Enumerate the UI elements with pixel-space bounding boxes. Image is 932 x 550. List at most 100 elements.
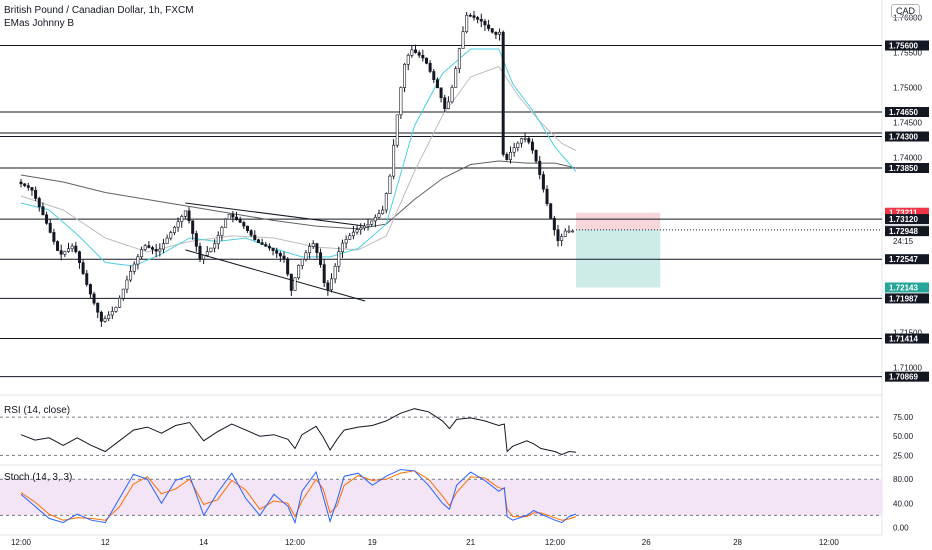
candle-body bbox=[129, 271, 133, 281]
candle-body bbox=[355, 229, 359, 233]
candle-body bbox=[205, 251, 209, 256]
price-tag-label: 1.72143 bbox=[889, 283, 918, 292]
candles-group bbox=[19, 11, 575, 327]
price-tick-label: 1.75000 bbox=[893, 84, 922, 93]
candle-body bbox=[227, 214, 231, 220]
stoch-tick-label: 80.00 bbox=[893, 475, 914, 484]
price-tag-label: 1.70869 bbox=[889, 373, 918, 382]
candle-body bbox=[399, 87, 403, 116]
candle-body bbox=[410, 49, 414, 56]
candle-body bbox=[417, 52, 421, 56]
candle-body bbox=[19, 181, 23, 185]
candle-body bbox=[253, 234, 257, 241]
price-tick-label: 1.71500 bbox=[893, 329, 922, 338]
stoch-d-line bbox=[20, 470, 577, 521]
candle-body bbox=[23, 183, 27, 186]
candle-body bbox=[191, 220, 195, 234]
candle-body bbox=[286, 258, 290, 275]
candle-body bbox=[77, 251, 81, 263]
candle-body bbox=[498, 31, 502, 35]
ema-fast-line bbox=[20, 48, 577, 267]
time-tick-label: 12:00 bbox=[11, 538, 32, 547]
candle-body bbox=[428, 62, 432, 72]
candle-body bbox=[37, 198, 41, 207]
candle-body bbox=[348, 235, 352, 240]
candle-body bbox=[245, 225, 249, 231]
candle-body bbox=[534, 149, 538, 162]
candle-body bbox=[278, 253, 282, 257]
candle-body bbox=[538, 160, 542, 175]
price-tag-box bbox=[885, 282, 929, 293]
candle-body bbox=[308, 246, 312, 254]
rsi-tick-label: 75.00 bbox=[893, 413, 914, 422]
candle-body bbox=[267, 245, 271, 249]
candle-body bbox=[194, 233, 198, 247]
stoch-label: Stoch (14, 3, 3) bbox=[4, 472, 73, 483]
candle-body bbox=[370, 220, 374, 225]
candle-body bbox=[571, 230, 575, 233]
candle-body bbox=[556, 229, 560, 241]
candle-body bbox=[125, 279, 129, 290]
price-tag-label: 1.71414 bbox=[889, 335, 918, 344]
price-tick-label: 1.76000 bbox=[893, 14, 922, 23]
price-tick-label: 1.74500 bbox=[893, 119, 922, 128]
candle-body bbox=[501, 31, 505, 155]
candle-body bbox=[154, 249, 158, 252]
candle-body bbox=[395, 114, 399, 146]
candle-body bbox=[183, 210, 187, 217]
candle-body bbox=[545, 188, 549, 204]
candle-body bbox=[66, 248, 70, 252]
candle-body bbox=[220, 227, 224, 236]
candle-body bbox=[110, 311, 114, 316]
candle-body bbox=[176, 221, 180, 228]
candle-body bbox=[140, 249, 144, 258]
price-tag-label: 1.75600 bbox=[889, 42, 918, 51]
price-tag-box bbox=[885, 131, 929, 142]
candle-body bbox=[92, 293, 96, 304]
candle-body bbox=[300, 258, 304, 266]
price-tag-box bbox=[885, 214, 929, 225]
candle-body bbox=[330, 278, 334, 291]
candle-body bbox=[523, 138, 527, 140]
candle-body bbox=[103, 318, 107, 322]
candle-body bbox=[421, 54, 425, 59]
candle-body bbox=[121, 288, 125, 299]
symbol-title: British Pound / Canadian Dollar, 1h, FXC… bbox=[4, 5, 194, 16]
candle-body bbox=[26, 185, 30, 188]
time-tick-label: 28 bbox=[733, 538, 742, 547]
channel-lower-line bbox=[185, 249, 366, 302]
candle-body bbox=[304, 252, 308, 260]
candle-body bbox=[366, 223, 370, 227]
candle-body bbox=[315, 243, 319, 254]
candle-body bbox=[165, 237, 169, 244]
candle-body bbox=[487, 24, 491, 29]
price-tag-box bbox=[885, 254, 929, 265]
stoch-tick-label: 40.00 bbox=[893, 499, 914, 508]
time-tick-label: 12:00 bbox=[819, 538, 840, 547]
candle-body bbox=[322, 264, 326, 284]
price-tag-label: 1.72948 bbox=[889, 227, 918, 236]
candle-body bbox=[512, 147, 516, 153]
candle-body bbox=[319, 252, 323, 265]
candle-body bbox=[505, 154, 509, 160]
candle-body bbox=[238, 219, 242, 223]
price-tag-box bbox=[885, 226, 929, 237]
candle-body bbox=[472, 15, 476, 18]
price-tag-label: 1.73120 bbox=[889, 215, 918, 224]
candle-body bbox=[282, 255, 286, 260]
price-tag-box bbox=[885, 107, 929, 117]
price-tick-label: 1.74000 bbox=[893, 154, 922, 163]
candle-body bbox=[180, 216, 184, 223]
candle-body bbox=[454, 68, 458, 88]
candle-body bbox=[275, 250, 279, 254]
candle-body bbox=[530, 141, 534, 151]
price-tick-label: 1.75500 bbox=[893, 49, 922, 58]
candle-body bbox=[85, 273, 89, 285]
rsi-line bbox=[20, 408, 577, 456]
candle-body bbox=[446, 101, 450, 109]
candle-body bbox=[143, 245, 147, 250]
time-tick-label: 12:00 bbox=[285, 538, 306, 547]
candle-body bbox=[172, 226, 176, 233]
currency-button[interactable]: CAD bbox=[890, 4, 920, 18]
